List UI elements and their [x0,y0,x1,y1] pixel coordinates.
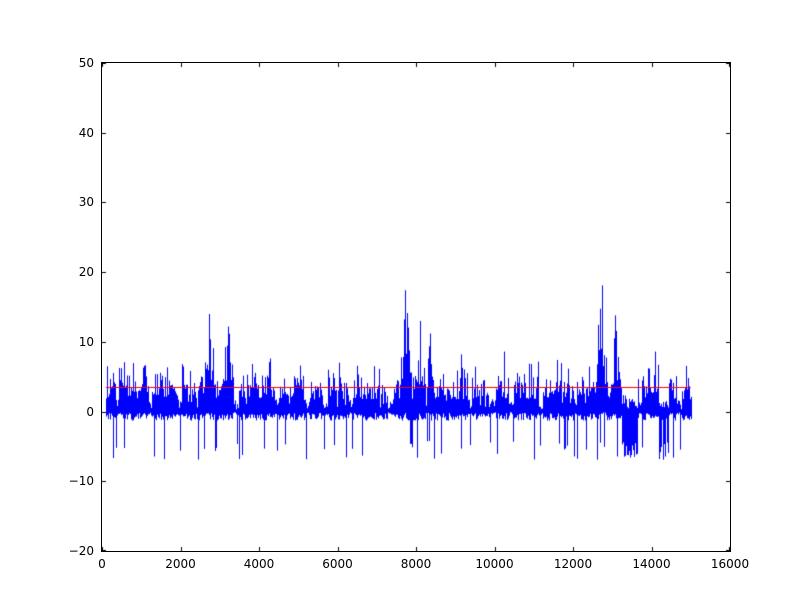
x-tick-label: 14000 [632,557,671,571]
y-tick-label: 0 [86,404,94,419]
x-tick-label: 2000 [165,557,196,571]
y-tick-label: 10 [78,334,94,349]
y-tick-label: 40 [78,125,94,140]
x-tick-label: 0 [98,557,106,571]
y-tick-label: −10 [68,474,94,489]
x-tick-label: 10000 [475,557,514,571]
y-tick-label: −20 [68,544,94,558]
y-tick-label: 30 [78,195,94,210]
x-tick-label: 12000 [553,557,593,571]
plot-area [101,62,731,552]
y-tick-label: 50 [78,56,94,70]
x-tick-label: 16000 [710,557,750,571]
x-tick-label: 6000 [322,557,353,571]
x-tick-label: 8000 [400,557,432,571]
signal-canvas [102,63,730,551]
y-tick-label: 20 [78,265,94,280]
x-tick-label: 4000 [243,557,275,571]
